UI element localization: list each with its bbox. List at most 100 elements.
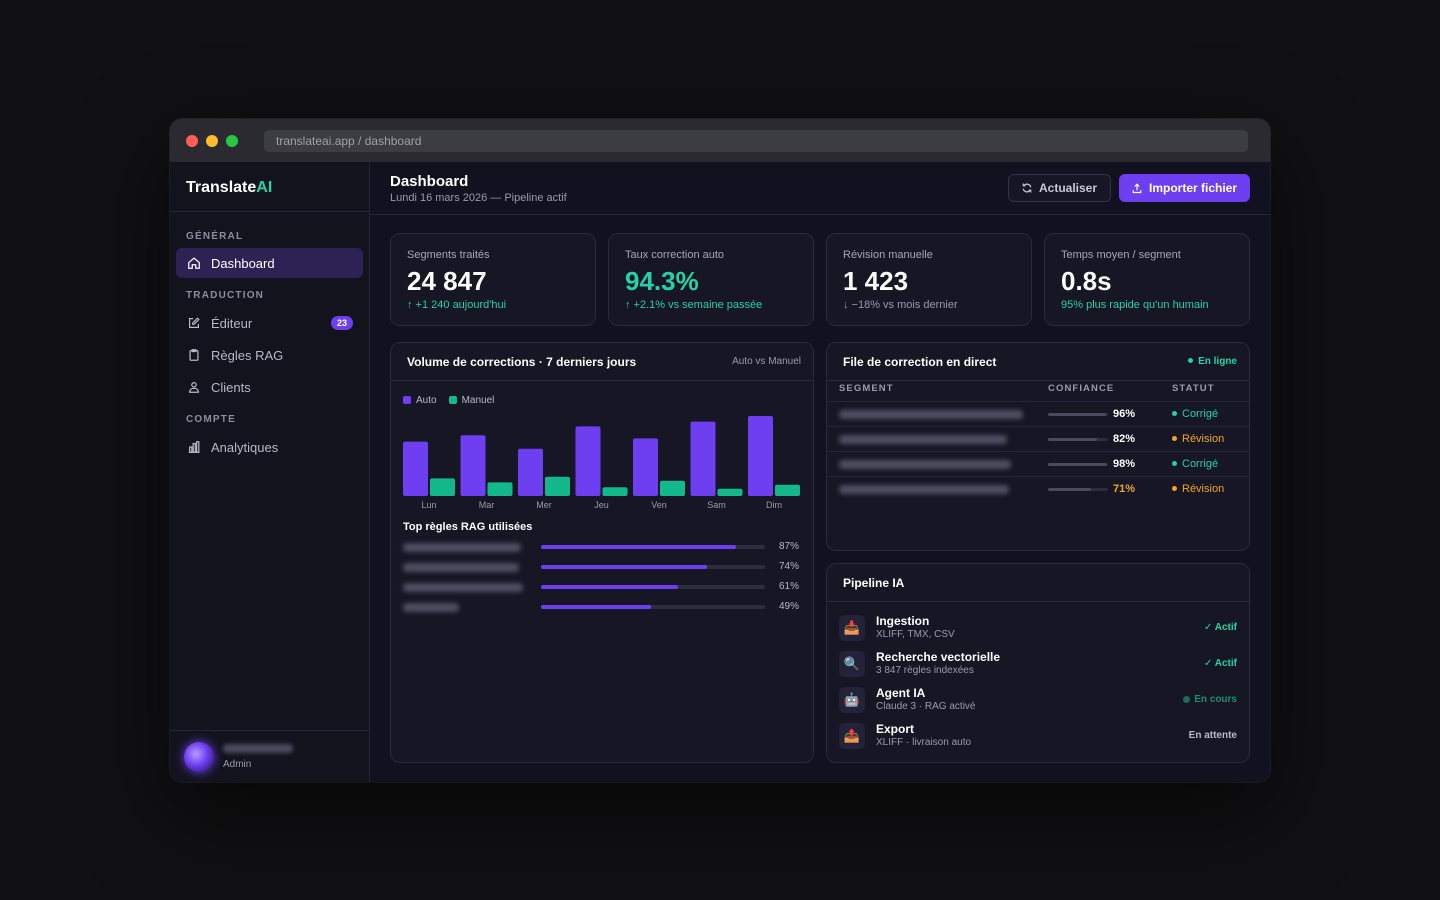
x-tick-label: Dim [766, 500, 782, 510]
rag-rule-bar [541, 605, 765, 609]
kpi-label: Révision manuelle [843, 249, 933, 261]
rag-rule-bar [541, 585, 765, 589]
browser-window: translateai.app / dashboard TranslateAI … [170, 119, 1270, 782]
live-queue-card: File de correction en direct En ligne SE… [826, 342, 1250, 551]
brand-logo[interactable]: TranslateAI [170, 162, 369, 212]
status-label: Révision [1182, 433, 1225, 445]
rag-rule-name-redacted [403, 543, 521, 552]
spinner-icon [1183, 696, 1191, 703]
confidence-value: 82% [1113, 433, 1136, 445]
sidebar-item-regles-rag[interactable]: Règles RAG [176, 340, 363, 370]
table-row[interactable]: 82% Révision [827, 426, 1249, 451]
user-role: Admin [223, 758, 252, 770]
inbox-icon: 📥 [839, 615, 865, 641]
table-row[interactable]: 96% Corrigé [827, 401, 1249, 426]
user-profile[interactable]: Admin [170, 730, 369, 782]
legend-item-manuel: Manuel [448, 395, 494, 406]
avatar [184, 741, 214, 772]
step-name: Agent IA [876, 686, 926, 700]
kpi-value: 24 847 [407, 266, 487, 296]
status-badge: Corrigé [1172, 408, 1218, 420]
x-tick-label: Sam [707, 500, 726, 510]
segment-text-redacted [839, 460, 1011, 469]
status-label: Corrigé [1182, 458, 1219, 470]
kpi-value: 1 423 [843, 266, 909, 296]
pipeline-step-vector-search[interactable]: 🔍 Recherche vectorielle 3 847 règles ind… [839, 650, 1237, 680]
x-tick-label: Mar [479, 500, 495, 510]
rag-rule-fill [541, 565, 707, 569]
sidebar-item-clients[interactable]: Clients [176, 372, 363, 402]
column-header-segment: SEGMENT [839, 383, 894, 394]
pipeline-step-ingestion[interactable]: 📥 Ingestion XLIFF, TMX, CSV ✓ Actif [839, 614, 1237, 644]
edit-icon [189, 317, 200, 328]
minimize-window-button[interactable] [206, 134, 218, 147]
users-icon [189, 382, 199, 393]
confidence-fill [1048, 413, 1106, 416]
status-dot-icon [1172, 461, 1177, 466]
kpi-card-manual-review: Révision manuelle 1 423 ↓ −18% vs mois d… [826, 233, 1032, 326]
confidence-value: 71% [1113, 483, 1136, 495]
step-name: Ingestion [876, 614, 930, 628]
bar-chart: Lun Mar Mer Jeu Ven Sam Dim [403, 416, 800, 510]
pipeline-step-ai-agent[interactable]: 🤖 Agent IA Claude 3 · RAG activé En cour… [839, 686, 1237, 716]
bar-manuel-lun [430, 478, 455, 496]
confidence-value: 96% [1113, 408, 1136, 420]
editor-count-badge: 23 [330, 316, 353, 330]
bar-manuel-jeu [602, 487, 628, 496]
sidebar: TranslateAI GÉNÉRAL Dashboard TRADUCTION… [170, 162, 370, 782]
step-description: Claude 3 · RAG activé [876, 701, 976, 712]
card-header: Pipeline IA [827, 564, 1249, 602]
refresh-button[interactable]: Actualiser [1008, 174, 1111, 202]
sidebar-item-dashboard[interactable]: Dashboard [176, 248, 363, 278]
maximize-window-button[interactable] [226, 134, 238, 147]
bar-chart-icon [188, 441, 200, 453]
address-bar[interactable]: translateai.app / dashboard [264, 129, 1248, 152]
card-header: File de correction en direct En ligne [827, 343, 1249, 381]
sidebar-item-editeur[interactable]: Éditeur 23 [176, 308, 363, 338]
pipeline-step-export[interactable]: 📤 Export XLIFF · livraison auto En atten… [839, 722, 1237, 752]
kpi-label: Temps moyen / segment [1061, 249, 1181, 261]
sidebar-item-analytiques[interactable]: Analytiques [176, 432, 363, 462]
volume-chart-card: Volume de corrections · 7 derniers jours… [390, 342, 814, 763]
table-row[interactable]: 71% Révision [827, 476, 1249, 501]
step-status: ✓ Actif [1203, 622, 1237, 633]
refresh-label: Actualiser [1039, 181, 1098, 195]
status-label: Corrigé [1182, 408, 1219, 420]
rag-rule-percent: 49% [779, 601, 800, 612]
clipboard-icon [189, 349, 199, 361]
section-label-compte: COMPTE [186, 414, 236, 425]
kpi-note: ↑ +1 240 aujourd'hui [407, 299, 507, 311]
x-tick-label: Lun [421, 500, 436, 510]
step-name: Recherche vectorielle [876, 650, 1001, 664]
bar-auto-mar [460, 435, 486, 496]
kpi-card-avg-time: Temps moyen / segment 0.8s 95% plus rapi… [1044, 233, 1250, 326]
bar-manuel-dim [775, 484, 800, 496]
status-badge: Révision [1172, 483, 1224, 495]
brand-accent: AI [256, 179, 273, 196]
main-content: Dashboard Lundi 16 mars 2026 — Pipeline … [370, 162, 1270, 782]
confidence-bar [1048, 413, 1108, 416]
online-label: En ligne [1198, 356, 1237, 367]
step-description: XLIFF · livraison auto [876, 737, 972, 748]
sidebar-item-label: Analytiques [211, 439, 279, 455]
status-dot-icon [1172, 486, 1177, 491]
step-status: En cours [1183, 694, 1237, 705]
import-file-button[interactable]: Importer fichier [1119, 174, 1250, 202]
confidence-fill [1048, 438, 1098, 441]
status-label: Révision [1182, 483, 1225, 495]
chart-legend: Auto Manuel [403, 395, 494, 406]
table-row[interactable]: 98% Corrigé [827, 451, 1249, 476]
robot-icon: 🤖 [839, 687, 865, 713]
close-window-button[interactable] [186, 134, 198, 147]
rag-rule-fill [541, 605, 651, 609]
online-dot-icon [1188, 358, 1194, 363]
x-tick-label: Ven [651, 500, 667, 510]
x-tick-label: Jeu [594, 500, 609, 510]
bar-manuel-mar [487, 482, 513, 496]
magnifier-icon: 🔍 [839, 651, 865, 677]
import-label: Importer fichier [1149, 181, 1238, 195]
confidence-bar [1048, 488, 1108, 491]
confidence-value: 98% [1113, 458, 1136, 470]
step-status: ✓ Actif [1203, 658, 1237, 669]
bar-manuel-mer [545, 476, 570, 496]
